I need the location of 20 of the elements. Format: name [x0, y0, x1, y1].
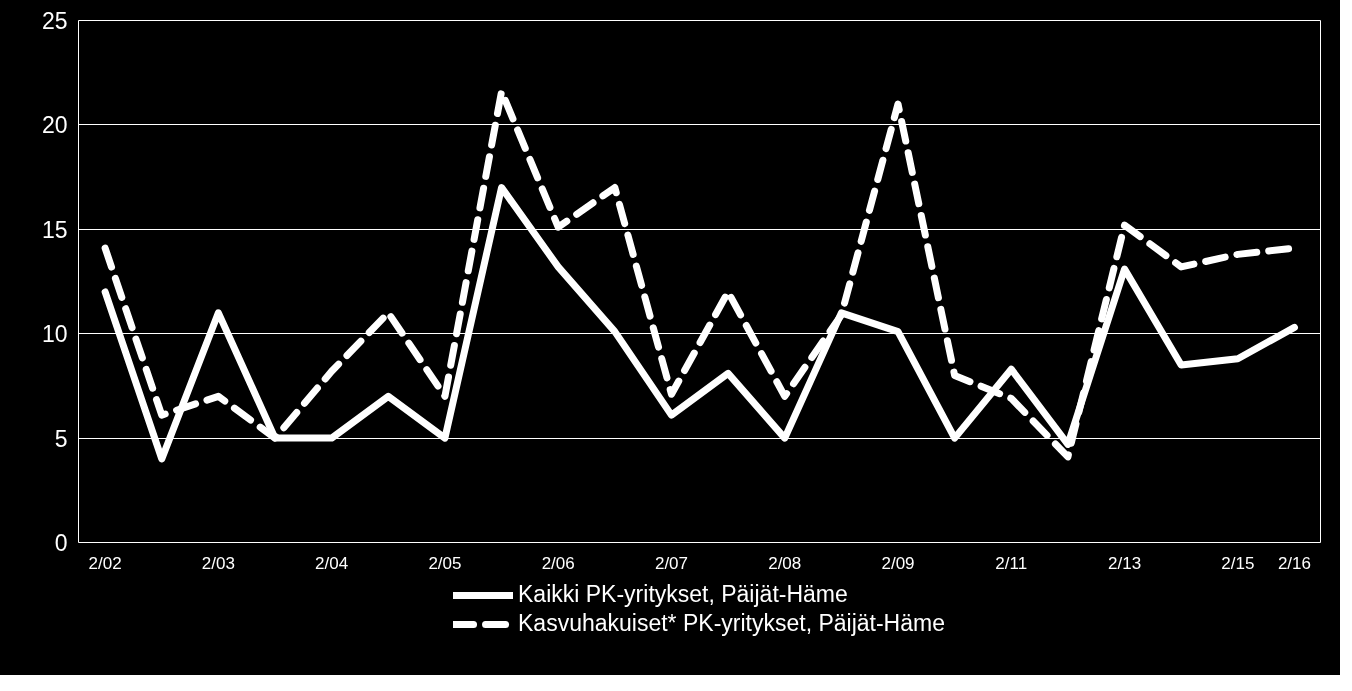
x-tick-label: 2/13 [1108, 553, 1142, 573]
x-tick-label: 2/11 [995, 553, 1028, 573]
x-tick-label: 2/02 [88, 553, 122, 573]
x-tick-label: 2/09 [881, 553, 915, 573]
x-tick-label: 2/04 [315, 553, 349, 573]
y-tick-label: 20 [41, 112, 68, 139]
y-tick-label: 0 [54, 530, 68, 556]
y-tick-label: 5 [54, 425, 68, 452]
y-tick-label: 15 [41, 216, 68, 243]
y-tick-label: 10 [41, 321, 68, 348]
legend-label: Kaikki PK-yritykset, Päijät-Häme [518, 581, 848, 608]
x-tick-label: 2/06 [541, 553, 575, 573]
x-tick-label: 2/03 [201, 553, 235, 573]
x-tick-label: 2/07 [654, 553, 689, 573]
legend-label: Kasvuhakuiset* PK-yritykset, Päijät-Häme [518, 610, 945, 637]
x-tick-label: 2/08 [768, 553, 802, 573]
y-tick-label: 25 [41, 8, 68, 34]
x-tick-label: 2/15 [1221, 553, 1255, 573]
x-tick-label: 2/05 [428, 553, 462, 573]
x-tick-label: 2/16 [1277, 553, 1311, 573]
